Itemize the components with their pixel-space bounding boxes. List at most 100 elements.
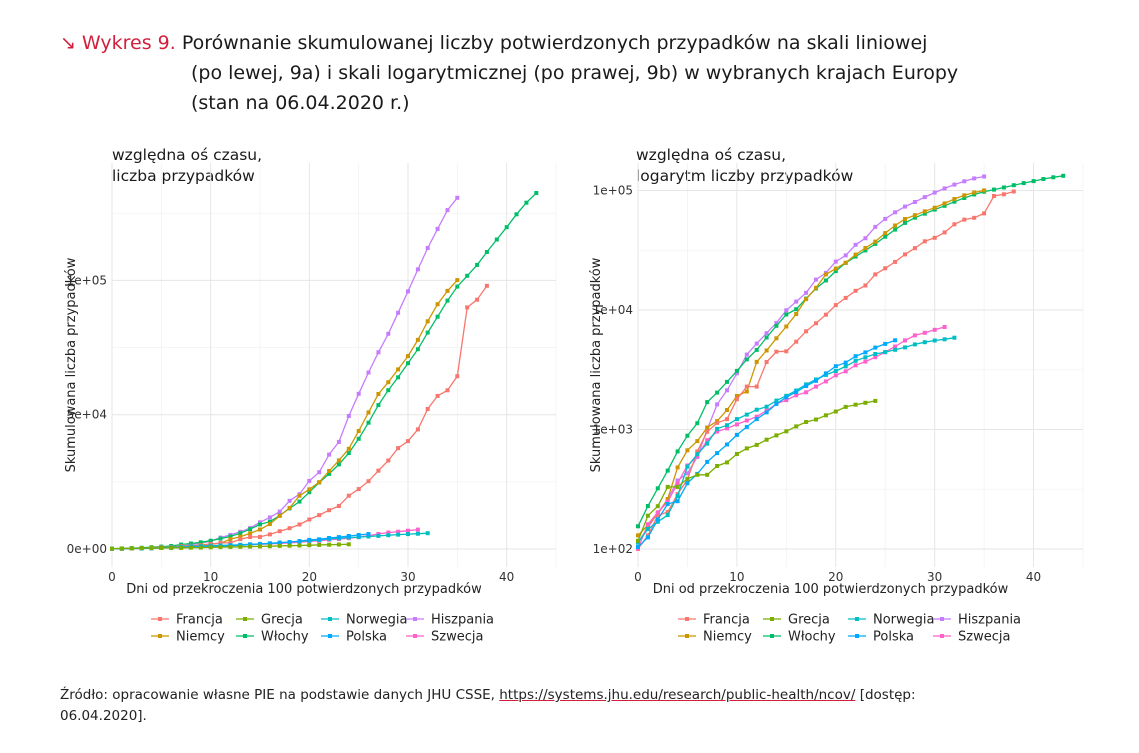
- data-point: [814, 285, 818, 290]
- data-point: [734, 422, 739, 427]
- data-point: [863, 236, 868, 241]
- data-point: [287, 505, 292, 510]
- data-point: [346, 493, 351, 498]
- data-point: [406, 354, 410, 359]
- data-point: [307, 543, 312, 548]
- data-point: [238, 544, 243, 549]
- legend-item-francja: Francja: [151, 613, 223, 628]
- data-point: [366, 532, 371, 536]
- data-point: [853, 363, 858, 368]
- data-point: [455, 374, 460, 379]
- data-point: [406, 528, 410, 533]
- data-point: [715, 464, 720, 468]
- legend: Francja Grecja Norwegia Hiszpania Niemcy Włoc…: [151, 613, 494, 645]
- data-point: [784, 395, 789, 400]
- data-point: [356, 436, 361, 441]
- data-point: [754, 341, 759, 346]
- data-point: [465, 273, 470, 278]
- data-point: [675, 478, 680, 483]
- legend-label: Niemcy: [703, 630, 752, 645]
- data-point: [853, 354, 858, 359]
- data-point: [1031, 179, 1036, 184]
- legend-item-polska: Polska: [848, 630, 914, 645]
- data-point: [336, 462, 341, 467]
- series-polska: [636, 338, 898, 549]
- data-point: [415, 337, 420, 342]
- data-point: [705, 429, 710, 434]
- data-point: [376, 533, 381, 538]
- source-link[interactable]: https://systems.jhu.edu/research/public-…: [499, 687, 856, 703]
- data-point: [494, 237, 499, 242]
- data-point: [814, 417, 818, 422]
- data-point: [287, 526, 292, 531]
- data-point: [396, 367, 401, 372]
- data-point: [1051, 175, 1056, 180]
- data-point: [804, 290, 809, 295]
- legend-item-norwegia: Norwegia: [848, 613, 934, 628]
- data-point: [267, 519, 272, 524]
- data-point: [853, 252, 858, 257]
- legend-item-włochy: Włochy: [763, 630, 836, 645]
- data-point: [484, 283, 489, 288]
- source-date: 06.04.2020].: [60, 708, 147, 724]
- data-point: [942, 203, 947, 208]
- data-point: [774, 401, 779, 406]
- legend-marker: [855, 617, 859, 621]
- data-point: [843, 260, 848, 265]
- data-point: [725, 388, 729, 393]
- data-point: [922, 330, 927, 335]
- data-point: [665, 499, 670, 504]
- data-point: [287, 540, 292, 545]
- data-point: [764, 410, 769, 415]
- data-point: [992, 194, 996, 198]
- data-point: [725, 417, 729, 422]
- data-point: [794, 393, 799, 398]
- data-point: [952, 335, 957, 340]
- data-point: [962, 196, 967, 200]
- legend-marker: [685, 634, 689, 638]
- data-point: [425, 319, 430, 324]
- y-tick-label: 0e+00: [67, 542, 107, 556]
- data-point: [277, 540, 282, 545]
- data-point: [705, 472, 710, 477]
- data-point: [942, 230, 947, 235]
- legend-label: Norwegia: [346, 613, 407, 628]
- x-axis-label: Dni od przekroczenia 100 potwierdzonych …: [126, 582, 482, 597]
- data-point: [267, 522, 272, 527]
- data-point: [863, 359, 868, 364]
- grid-lines: [637, 163, 1084, 567]
- data-point: [804, 420, 809, 424]
- legend: Francja Grecja Norwegia Hiszpania Niemcy Włoc…: [678, 613, 1021, 645]
- data-point: [982, 174, 987, 179]
- legend-label: Włochy: [261, 630, 309, 645]
- legend-label: Polska: [873, 630, 914, 645]
- data-point: [952, 222, 957, 227]
- data-point: [258, 542, 262, 546]
- data-point: [912, 246, 917, 251]
- data-point: [376, 403, 381, 408]
- data-point: [258, 534, 262, 539]
- data-point: [764, 437, 769, 442]
- data-point: [754, 384, 759, 389]
- data-point: [972, 176, 977, 181]
- legend-label: Norwegia: [873, 613, 934, 628]
- data-point: [455, 278, 460, 283]
- chart-9b: względna oś czasu, logarytm liczby przypa…: [589, 146, 1084, 645]
- data-point: [992, 187, 996, 192]
- data-point: [159, 546, 164, 550]
- data-point: [267, 541, 272, 546]
- data-point: [833, 259, 838, 264]
- data-point: [317, 537, 322, 542]
- data-point: [794, 390, 799, 395]
- data-point: [396, 446, 401, 451]
- data-point: [774, 336, 779, 341]
- x-tick-label: 0: [108, 570, 116, 584]
- data-point: [794, 339, 799, 344]
- data-point: [1061, 173, 1066, 178]
- data-point: [297, 493, 302, 498]
- data-point: [297, 539, 302, 544]
- data-point: [725, 423, 729, 428]
- data-point: [645, 527, 650, 531]
- y-tick-label: 1e+03: [593, 422, 633, 436]
- data-point: [922, 209, 927, 214]
